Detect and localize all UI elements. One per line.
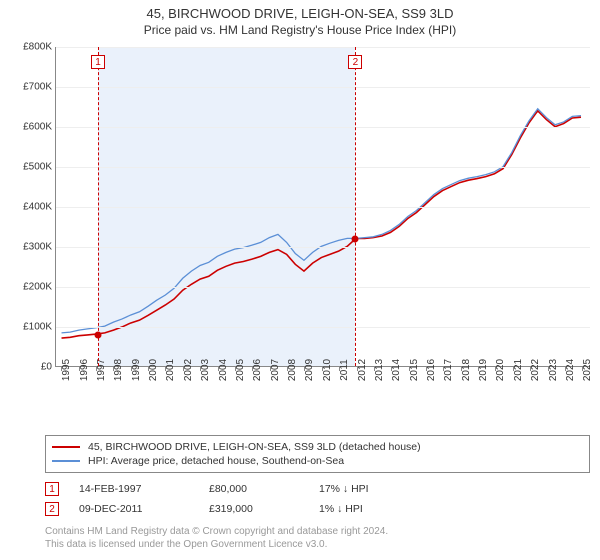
y-axis-tick-label: £400K xyxy=(23,202,52,213)
y-axis-tick-label: £300K xyxy=(23,242,52,253)
x-axis-tick-label: 2008 xyxy=(287,359,298,381)
x-axis-tick-label: 2022 xyxy=(530,359,541,381)
y-axis-tick-label: £700K xyxy=(23,82,52,93)
x-axis-tick-label: 2025 xyxy=(582,359,593,381)
legend-item: HPI: Average price, detached house, Sout… xyxy=(52,454,583,468)
transaction-badge: 2 xyxy=(45,502,59,516)
series-line-subject-property xyxy=(62,111,581,338)
gridline xyxy=(56,287,590,288)
y-axis-tick-label: £600K xyxy=(23,122,52,133)
x-axis-tick-label: 2014 xyxy=(391,359,402,381)
x-axis-tick-label: 2002 xyxy=(183,359,194,381)
gridline xyxy=(56,167,590,168)
transaction-marker-dot xyxy=(352,236,359,243)
x-axis-tick-label: 2021 xyxy=(513,359,524,381)
x-axis-tick-label: 2012 xyxy=(357,359,368,381)
x-axis-tick-label: 2020 xyxy=(495,359,506,381)
transaction-table: 1 14-FEB-1997 £80,000 17% ↓ HPI 2 09-DEC-2011… xyxy=(45,479,590,519)
legend-box: 45, BIRCHWOOD DRIVE, LEIGH-ON-SEA, SS9 3… xyxy=(45,435,590,473)
x-axis-tick-label: 2017 xyxy=(443,359,454,381)
transaction-marker-line xyxy=(355,47,356,366)
gridline xyxy=(56,247,590,248)
transaction-marker-badge: 2 xyxy=(348,55,362,69)
gridline xyxy=(56,47,590,48)
x-axis-tick-label: 2018 xyxy=(461,359,472,381)
transaction-price: £319,000 xyxy=(209,503,299,515)
x-axis-tick-label: 1995 xyxy=(61,359,72,381)
series-line-hpi-index xyxy=(62,109,581,333)
chart-title-block: 45, BIRCHWOOD DRIVE, LEIGH-ON-SEA, SS9 3… xyxy=(0,0,600,39)
x-axis-tick-label: 2013 xyxy=(374,359,385,381)
legend-label: 45, BIRCHWOOD DRIVE, LEIGH-ON-SEA, SS9 3… xyxy=(88,441,421,453)
transaction-marker-badge: 1 xyxy=(91,55,105,69)
plot-area: £0£100K£200K£300K£400K£500K£600K£700K£80… xyxy=(55,47,590,367)
x-axis-tick-label: 1996 xyxy=(79,359,90,381)
transaction-date: 09-DEC-2011 xyxy=(79,503,189,515)
gridline xyxy=(56,127,590,128)
x-axis-tick-label: 2005 xyxy=(235,359,246,381)
transaction-pct-vs-hpi: 17% ↓ HPI xyxy=(319,483,429,495)
transaction-badge: 1 xyxy=(45,482,59,496)
x-axis-tick-label: 2001 xyxy=(165,359,176,381)
x-axis-tick-label: 2011 xyxy=(339,359,350,381)
y-axis-tick-label: £0 xyxy=(41,362,52,373)
x-axis-tick-label: 2006 xyxy=(252,359,263,381)
x-axis-tick-label: 2010 xyxy=(322,359,333,381)
legend-swatch xyxy=(52,460,80,462)
footer-line-2: This data is licensed under the Open Gov… xyxy=(45,538,590,551)
x-axis-tick-label: 2004 xyxy=(218,359,229,381)
x-axis-tick-label: 2024 xyxy=(565,359,576,381)
gridline xyxy=(56,327,590,328)
gridline xyxy=(56,87,590,88)
transaction-date: 14-FEB-1997 xyxy=(79,483,189,495)
transaction-pct-vs-hpi: 1% ↓ HPI xyxy=(319,503,429,515)
x-axis-tick-label: 1999 xyxy=(131,359,142,381)
y-axis-tick-label: £200K xyxy=(23,282,52,293)
x-axis-tick-label: 2003 xyxy=(200,359,211,381)
chart-container: £0£100K£200K£300K£400K£500K£600K£700K£80… xyxy=(10,47,590,407)
y-axis-tick-label: £800K xyxy=(23,42,52,53)
footer-attribution: Contains HM Land Registry data © Crown c… xyxy=(45,525,590,551)
transaction-price: £80,000 xyxy=(209,483,299,495)
x-axis-tick-label: 2019 xyxy=(478,359,489,381)
transaction-row: 1 14-FEB-1997 £80,000 17% ↓ HPI xyxy=(45,479,590,499)
x-axis-tick-label: 2007 xyxy=(270,359,281,381)
x-axis-tick-label: 2016 xyxy=(426,359,437,381)
x-axis-tick-label: 2009 xyxy=(304,359,315,381)
footer-line-1: Contains HM Land Registry data © Crown c… xyxy=(45,525,590,538)
title-line-1: 45, BIRCHWOOD DRIVE, LEIGH-ON-SEA, SS9 3… xyxy=(0,6,600,21)
gridline xyxy=(56,207,590,208)
x-axis-tick-label: 1998 xyxy=(113,359,124,381)
x-axis-tick-label: 2015 xyxy=(409,359,420,381)
transaction-marker-line xyxy=(98,47,99,366)
legend-label: HPI: Average price, detached house, Sout… xyxy=(88,455,344,467)
title-line-2: Price paid vs. HM Land Registry's House … xyxy=(0,23,600,37)
legend-swatch xyxy=(52,446,80,448)
transaction-marker-dot xyxy=(95,332,102,339)
transaction-row: 2 09-DEC-2011 £319,000 1% ↓ HPI xyxy=(45,499,590,519)
x-axis-tick-label: 2000 xyxy=(148,359,159,381)
y-axis-tick-label: £500K xyxy=(23,162,52,173)
y-axis-tick-label: £100K xyxy=(23,322,52,333)
x-axis-tick-label: 2023 xyxy=(548,359,559,381)
legend-item: 45, BIRCHWOOD DRIVE, LEIGH-ON-SEA, SS9 3… xyxy=(52,440,583,454)
